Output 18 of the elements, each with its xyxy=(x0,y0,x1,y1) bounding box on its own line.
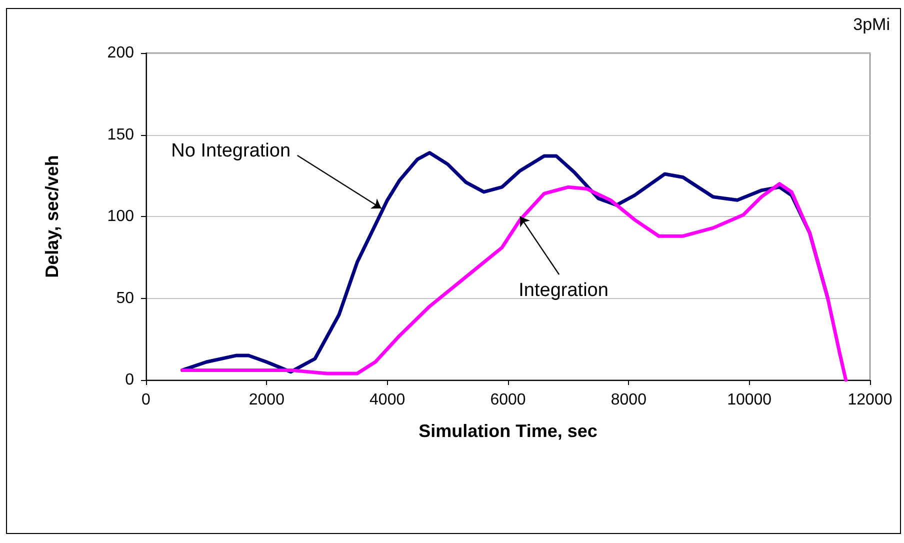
y-tick-label: 100 xyxy=(107,208,134,225)
x-tick-label: 8000 xyxy=(610,392,647,408)
x-axis-title: Simulation Time, sec xyxy=(418,421,598,441)
x-tick-label: 12000 xyxy=(848,392,892,408)
y-axis-title: Delay, sec/veh xyxy=(42,155,62,278)
y-tick-label: 150 xyxy=(107,126,134,144)
text: 3pMi xyxy=(853,15,890,34)
line-series xyxy=(180,182,848,382)
x-tick-label: 2000 xyxy=(248,392,285,408)
y-tick-label: 50 xyxy=(116,290,134,307)
x-tick-label: 10000 xyxy=(727,392,772,408)
x-tick-label: 6000 xyxy=(490,392,526,408)
annotation: No Integration xyxy=(171,140,291,162)
x-tick-label: 0 xyxy=(142,392,151,408)
x-tick-label: 4000 xyxy=(370,392,406,408)
y-tick-label: 200 xyxy=(107,44,134,62)
y-tick-label: 0 xyxy=(125,372,134,388)
annotation: Integration xyxy=(518,280,608,302)
